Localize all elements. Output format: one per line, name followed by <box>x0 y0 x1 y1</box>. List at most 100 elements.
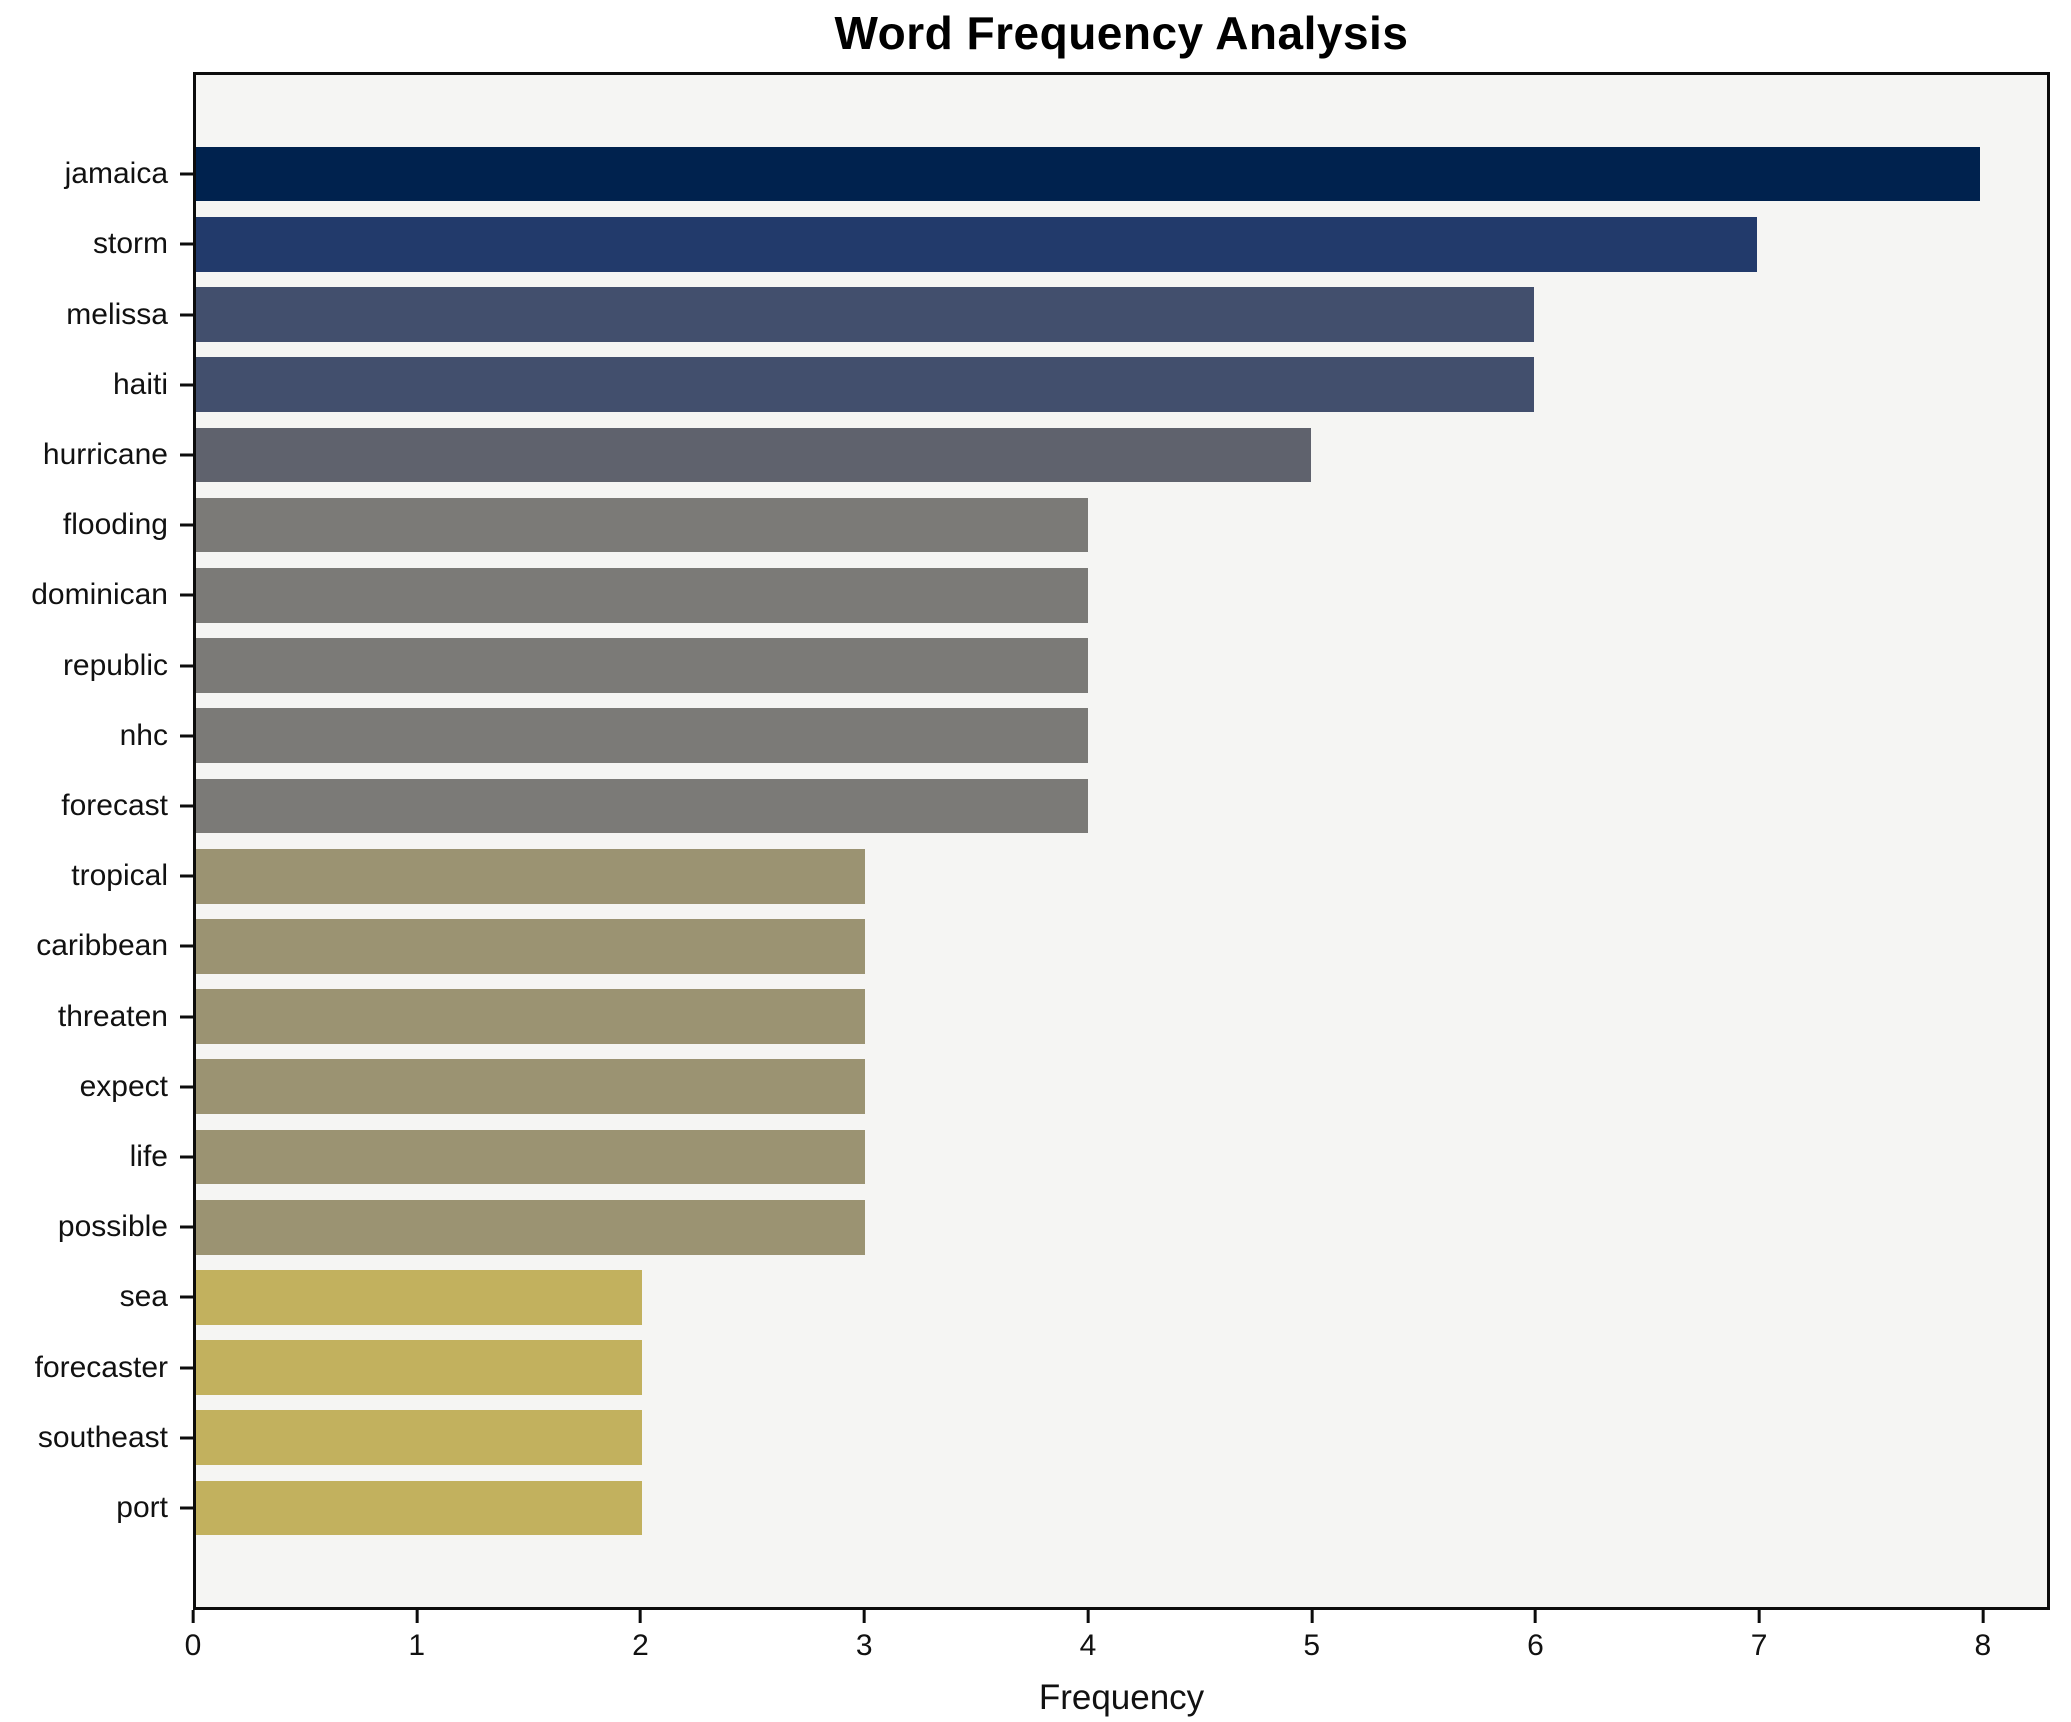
plot-area: jamaica storm melissa haiti hurricane floodin… <box>31 72 2050 1610</box>
y-axis-category-label: melissa <box>66 297 168 331</box>
bar-row: caribbean <box>36 911 2047 981</box>
y-tick-mark <box>180 453 193 457</box>
x-tick-mark <box>1757 1610 1761 1623</box>
y-axis-category-label: republic <box>62 648 168 682</box>
bar-nhc <box>196 708 1089 764</box>
bar-republic <box>196 638 1089 693</box>
x-tick-label: 1 <box>408 1629 426 1662</box>
y-axis-category-label: hurricane <box>42 437 168 471</box>
x-tick-label: 2 <box>632 1629 649 1662</box>
bar-jamaica <box>196 146 1981 202</box>
bar-row: threaten <box>58 981 2047 1051</box>
bar-threaten <box>196 989 866 1044</box>
bar-rows-container: jamaica storm melissa haiti hurricane floodin… <box>31 75 2047 1607</box>
y-tick-mark <box>180 383 193 387</box>
y-tick-mark <box>180 874 193 878</box>
bar-row: flooding <box>63 490 2047 560</box>
bar-forecast <box>196 778 1089 834</box>
y-tick-mark <box>180 804 193 808</box>
x-tick: 1 <box>408 1610 425 1663</box>
bar-row: forecaster <box>35 1332 2047 1402</box>
x-tick: 0 <box>184 1610 202 1663</box>
y-axis-category-label: tropical <box>71 859 168 893</box>
y-tick-mark <box>180 313 193 316</box>
bar-row: sea <box>120 1262 2047 1332</box>
x-tick: 3 <box>856 1610 873 1663</box>
y-axis-category-label: port <box>116 1490 168 1524</box>
x-tick: 4 <box>1079 1610 1097 1663</box>
x-tick-mark <box>415 1610 419 1623</box>
bar-row: southeast <box>38 1403 2047 1473</box>
bar-caribbean <box>196 918 866 974</box>
x-tick: 2 <box>632 1610 649 1663</box>
y-axis-category-label: haiti <box>112 367 168 401</box>
bar-expect <box>196 1059 866 1115</box>
y-axis-category-label: dominican <box>31 578 168 612</box>
bar-row: forecast <box>61 771 2047 841</box>
y-axis-category-label: storm <box>93 227 168 261</box>
y-tick-mark <box>180 1085 193 1089</box>
x-tick-mark <box>1310 1610 1314 1623</box>
x-tick-label: 5 <box>1303 1629 1321 1662</box>
y-axis-category-label: threaten <box>57 999 168 1033</box>
y-tick-mark <box>180 1015 193 1019</box>
x-tick-mark <box>1981 1610 1985 1623</box>
bar-sea <box>196 1269 643 1325</box>
y-tick-mark <box>180 1295 193 1299</box>
x-tick-label: 7 <box>1750 1629 1768 1662</box>
bar-row: storm <box>93 209 2047 279</box>
bar-row: jamaica <box>65 139 2047 209</box>
bar-row: tropical <box>71 841 2047 911</box>
bar-row: port <box>116 1473 2047 1543</box>
bar-tropical <box>196 848 866 904</box>
y-tick-mark <box>180 1436 193 1440</box>
bar-dominican <box>196 567 1089 623</box>
y-axis-category-label: expect <box>79 1069 168 1103</box>
x-tick-mark <box>191 1610 195 1623</box>
y-tick-mark <box>180 944 193 948</box>
x-tick-mark <box>1086 1610 1090 1623</box>
x-tick-label: 4 <box>1079 1629 1097 1662</box>
y-axis-category-label: life <box>129 1139 168 1173</box>
y-axis-category-label: jamaica <box>64 157 168 191</box>
bar-row: haiti <box>113 350 2047 420</box>
bar-row: republic <box>63 630 2047 700</box>
x-tick-label: 3 <box>855 1629 873 1662</box>
y-tick-mark <box>180 664 193 668</box>
bar-row: possible <box>58 1192 2047 1262</box>
x-axis-title: Frequency <box>1038 1678 1205 1717</box>
y-axis-category-label: flooding <box>62 508 168 542</box>
bar-row: expect <box>80 1052 2047 1122</box>
x-tick-label: 6 <box>1527 1629 1544 1662</box>
y-tick-mark <box>180 1366 193 1370</box>
y-tick-mark <box>180 1155 193 1159</box>
y-axis-category-label: nhc <box>119 718 168 752</box>
bar-row: hurricane <box>43 420 2047 490</box>
x-tick: 8 <box>1975 1610 1991 1663</box>
bar-row: nhc <box>120 701 2047 771</box>
bar-row: dominican <box>31 560 2047 630</box>
x-tick: 5 <box>1303 1610 1320 1663</box>
bar-haiti <box>196 357 1535 413</box>
y-axis-category-label: sea <box>119 1280 168 1314</box>
x-tick-mark <box>1533 1610 1537 1623</box>
y-axis-category-label: caribbean <box>36 929 168 963</box>
y-axis-category-label: possible <box>57 1210 168 1244</box>
bar-port <box>196 1480 643 1536</box>
bar-possible <box>196 1199 866 1255</box>
bar-flooding <box>196 497 1089 553</box>
x-tick-mark <box>638 1610 642 1623</box>
y-tick-mark <box>180 734 193 738</box>
x-axis: 0 1 2 3 4 5 6 7 8 <box>185 1610 2050 1680</box>
bar-life <box>196 1129 866 1185</box>
y-axis-category-label: forecast <box>61 788 168 822</box>
x-tick-label: 0 <box>184 1629 202 1662</box>
chart-title: Word Frequency Analysis <box>834 7 1409 59</box>
bar-hurricane <box>196 427 1312 483</box>
bar-storm <box>196 216 1758 272</box>
y-tick-mark <box>180 593 193 597</box>
bar-melissa <box>196 287 1535 342</box>
x-tick: 6 <box>1527 1610 1544 1663</box>
y-tick-mark <box>180 172 193 176</box>
